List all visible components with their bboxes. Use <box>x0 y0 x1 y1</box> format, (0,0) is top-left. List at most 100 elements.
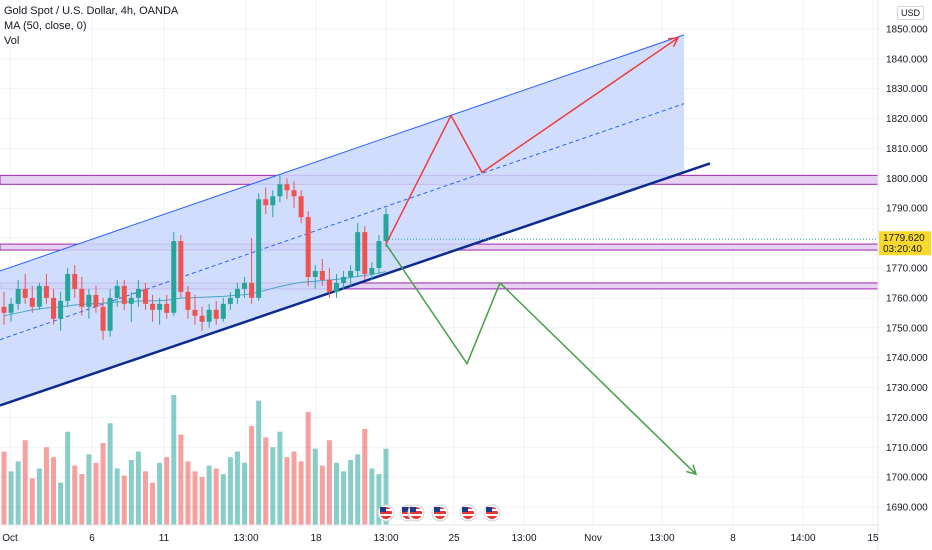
time-tick-label: 13:00 <box>649 533 674 544</box>
bullish-projection-arrow-arrowhead <box>667 36 680 48</box>
candle-body <box>298 196 304 218</box>
candle-body <box>305 217 311 277</box>
candle-body <box>185 291 191 310</box>
volume-bar <box>79 474 85 525</box>
candle-body <box>234 288 240 298</box>
volume-bar <box>22 440 28 525</box>
price-tick-label: 1750.000 <box>886 323 928 334</box>
candle-body <box>333 282 339 292</box>
candle-body <box>107 297 113 331</box>
ma-indicator-label[interactable]: MA (50, close, 0) <box>4 20 87 32</box>
volume-bar <box>333 462 339 525</box>
volume-bar <box>249 426 255 525</box>
bearish-projection-arrow-arrowhead <box>686 464 698 476</box>
volume-bar <box>383 448 389 525</box>
volume-indicator-label[interactable]: Vol <box>4 35 20 47</box>
time-tick-label: 13:00 <box>233 533 258 544</box>
candle-body <box>206 309 212 322</box>
time-axis[interactable]: Oct 6 11 13:00 18 13:00 25 13:00 Nov 13:00 8 14:00 1… <box>0 524 879 544</box>
candle-body <box>383 214 389 242</box>
candle-body <box>291 190 297 197</box>
symbol-title[interactable]: Gold Spot / U.S. Dollar, 4h, OANDA <box>4 5 179 17</box>
volume-bar <box>305 411 311 525</box>
candle-body <box>114 285 120 298</box>
candle-body <box>15 288 21 304</box>
volume-bars <box>1 395 389 525</box>
price-tick-label: 1850.000 <box>886 24 928 35</box>
currency-button[interactable]: USD <box>896 6 924 20</box>
candle-body <box>8 303 14 313</box>
us-event-flag-icon[interactable] <box>431 504 449 522</box>
candle-body <box>369 267 375 274</box>
us-event-flag-icon[interactable] <box>377 504 395 522</box>
time-tick-label: 11 <box>159 533 170 544</box>
volume-bar <box>213 468 219 525</box>
flag-canton <box>402 507 408 512</box>
volume-bar <box>86 454 92 525</box>
volume-bar <box>15 461 21 525</box>
volume-bar <box>277 431 283 525</box>
economic-event-flags[interactable] <box>377 504 501 522</box>
volume-bar <box>8 471 14 525</box>
candle-body <box>270 196 276 206</box>
volume-bar <box>284 457 290 525</box>
candle-body <box>128 297 134 304</box>
volume-bar <box>185 461 191 525</box>
volume-bar <box>326 440 332 525</box>
volume-bar <box>157 462 163 525</box>
volume-bar <box>164 457 170 525</box>
volume-bar <box>319 465 325 525</box>
price-tick-label: 1710.000 <box>886 443 928 454</box>
candle-body <box>213 309 219 319</box>
candle-body <box>36 285 42 307</box>
price-tick-label: 1730.000 <box>886 383 928 394</box>
time-tick-label: 6 <box>89 533 95 544</box>
volume-bar <box>58 482 64 525</box>
candle-body <box>157 303 163 310</box>
volume-bar <box>220 474 226 525</box>
candle-body <box>277 184 283 197</box>
flag-canton <box>380 507 386 512</box>
volume-bar <box>114 468 120 525</box>
volume-bar <box>263 437 269 525</box>
volume-bar <box>199 476 205 525</box>
candle-body <box>93 294 99 307</box>
bearish-projection-arrow <box>385 243 697 475</box>
volume-bar <box>312 448 318 525</box>
channel-support-line <box>0 162 711 407</box>
price-axis[interactable]: 1690.000 1700.000 1710.000 1720.000 1730.000… <box>877 0 932 550</box>
channel-upper-line <box>0 34 685 272</box>
ascending-channel <box>0 34 711 407</box>
price-tag-box <box>879 231 931 256</box>
us-event-flag-icon[interactable] <box>459 504 477 522</box>
volume-bar <box>242 462 248 525</box>
candle-body <box>22 288 28 298</box>
candle-body <box>355 232 361 271</box>
volume-bar <box>227 457 233 525</box>
candle-body <box>51 297 57 319</box>
price-tick-label: 1820.000 <box>886 114 928 125</box>
us-event-flag-icon[interactable] <box>407 504 425 522</box>
price-tick-label: 1840.000 <box>886 54 928 65</box>
volume-bar <box>100 443 106 525</box>
volume-bar <box>192 471 198 525</box>
time-tick-label: Oct <box>2 533 18 544</box>
volume-bar <box>93 462 99 525</box>
candle-body <box>58 300 64 319</box>
volume-bar <box>291 451 297 525</box>
volume-bar <box>270 447 276 525</box>
candle-body <box>263 199 269 206</box>
price-tick-label: 1760.000 <box>886 293 928 304</box>
candle-body <box>249 282 255 298</box>
candle-body <box>43 285 49 298</box>
candle-body <box>256 199 262 298</box>
us-event-flag-icon[interactable] <box>483 504 501 522</box>
time-tick-label: 15 <box>867 533 879 544</box>
flag-canton <box>410 507 416 512</box>
volume-bar <box>128 460 134 525</box>
bullish-projection-arrow <box>385 37 679 245</box>
candle-body <box>1 306 7 313</box>
price-axis-background <box>878 0 932 550</box>
candle-body <box>171 241 177 313</box>
